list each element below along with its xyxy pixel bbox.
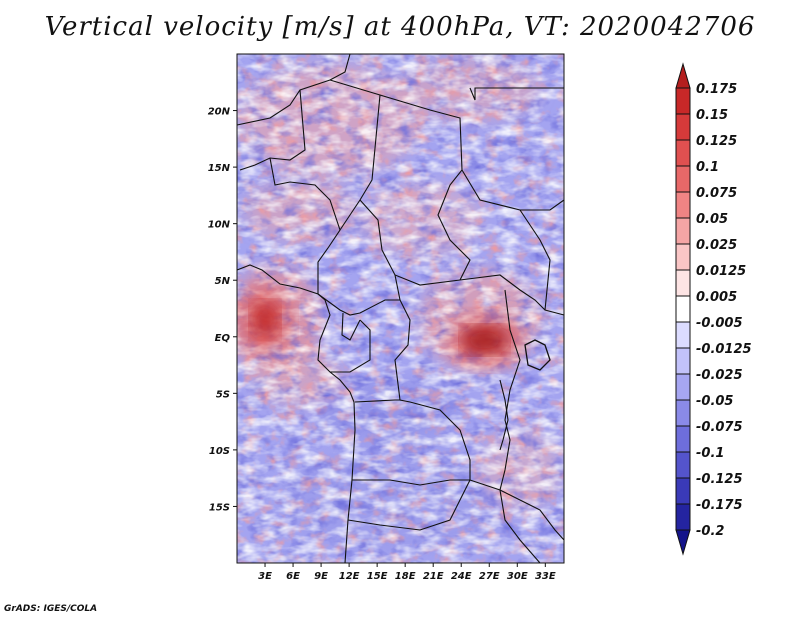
colorbar-label: -0.0125 <box>696 342 752 357</box>
colorbar-label: 0.05 <box>696 212 728 227</box>
country-borders <box>236 53 565 564</box>
x-tick-label: 33E <box>535 571 556 582</box>
colorbar-swatch <box>675 217 691 245</box>
hotspot-core <box>462 326 507 355</box>
colorbar-label: 0.125 <box>696 134 737 149</box>
x-tick-label: 9E <box>314 571 328 582</box>
colorbar-swatch <box>675 113 691 141</box>
colorbar-swatch <box>675 269 691 297</box>
grads-credit: GrADS: IGES/COLA <box>4 604 98 614</box>
hotspot-layer <box>237 285 523 369</box>
y-tick-label: EQ <box>215 333 231 344</box>
colorbar-label: -0.05 <box>696 394 733 409</box>
x-axis: 3E 6E 9E 12E 15E 18E 21E 24E 27E 30E 33E <box>258 563 556 582</box>
colorbar-label: -0.1 <box>696 446 724 461</box>
colorbar-label: 0.1 <box>696 160 719 175</box>
colorbar-cap-bottom <box>675 529 691 556</box>
x-tick-label: 27E <box>479 571 500 582</box>
y-tick-label: 15N <box>208 163 231 174</box>
colorbar-swatch <box>675 347 691 375</box>
colorbar-label: 0.175 <box>696 82 737 97</box>
x-tick-label: 15E <box>367 571 388 582</box>
colorbar-label: -0.2 <box>696 524 724 539</box>
colorbar-label: 0.15 <box>696 108 728 123</box>
y-tick-label: 10S <box>209 446 230 457</box>
field-layer <box>237 54 564 563</box>
colorbar-swatch <box>675 243 691 271</box>
map-frame <box>236 53 565 564</box>
colorbar-label: 0.0125 <box>696 264 746 279</box>
colorbar-swatch <box>675 399 691 427</box>
colorbar-label: -0.025 <box>696 368 743 383</box>
chart-title: Vertical velocity [m/s] at 400hPa, VT: 2… <box>44 12 756 42</box>
x-tick-label: 30E <box>507 571 528 582</box>
y-tick-label: 5N <box>215 276 231 287</box>
x-tick-label: 24E <box>451 571 472 582</box>
x-tick-label: 12E <box>339 571 360 582</box>
y-tick-label: 20N <box>208 107 231 118</box>
colorbar-swatch <box>675 451 691 479</box>
colorbar-label: -0.005 <box>696 316 743 331</box>
colorbar-swatch <box>675 477 691 505</box>
colorbar-swatch <box>675 295 691 323</box>
colorbar-swatch <box>675 165 691 193</box>
colorbar-swatch <box>675 425 691 453</box>
colorbar-swatch <box>675 139 691 167</box>
colorbar-swatch <box>675 87 691 115</box>
colorbar-swatch <box>675 321 691 349</box>
y-axis: 20N 15N 10N 5N EQ 5S 10S 15S <box>208 107 237 513</box>
colorbar: 0.175 0.15 0.125 0.1 0.075 0.05 0.025 0.0125 0.0… <box>675 62 752 556</box>
colorbar-swatch <box>675 503 691 531</box>
colorbar-swatch <box>675 373 691 401</box>
colorbar-label: 0.075 <box>696 186 737 201</box>
hotspot-core <box>251 301 280 338</box>
colorbar-label: -0.075 <box>696 420 743 435</box>
colorbar-label: 0.025 <box>696 238 737 253</box>
colorbar-label: -0.175 <box>696 498 743 513</box>
y-tick-label: 5S <box>216 389 230 400</box>
x-tick-label: 18E <box>395 571 416 582</box>
colorbar-label: -0.125 <box>696 472 743 487</box>
x-tick-label: 21E <box>423 571 444 582</box>
colorbar-swatch <box>675 191 691 219</box>
y-tick-label: 10N <box>208 220 231 231</box>
colorbar-label: 0.005 <box>696 290 737 305</box>
x-tick-label: 6E <box>286 571 300 582</box>
x-tick-label: 3E <box>258 571 272 582</box>
near-zero-texture <box>237 54 564 563</box>
colorbar-cap-top <box>675 62 691 89</box>
y-tick-label: 15S <box>209 502 230 513</box>
